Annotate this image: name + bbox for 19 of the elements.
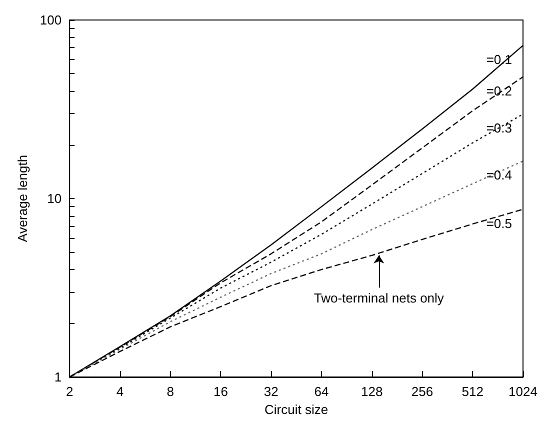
x-tick-label: 64 [314, 384, 329, 399]
x-axis-title: Circuit size [264, 402, 328, 417]
x-tick-label: 512 [462, 384, 484, 399]
x-tick-label: 8 [166, 384, 174, 399]
x-tick-label: 32 [264, 384, 278, 399]
y-tick-label: 100 [40, 12, 62, 28]
y-axis-title: Average length [15, 154, 30, 242]
x-tick-label: 4 [116, 384, 124, 399]
x-tick-label: 2 [66, 384, 74, 399]
annotation: Two-terminal nets only [314, 290, 444, 306]
x-tick-label: 1024 [508, 384, 538, 399]
series-label: =0.5 [486, 216, 512, 231]
x-tick-label: 256 [411, 384, 434, 399]
y-tick-label: 10 [47, 191, 62, 206]
x-tick-label: 128 [361, 384, 383, 399]
x-tick-label: 16 [213, 384, 228, 399]
y-tick-label: 1 [54, 370, 62, 384]
series-label: =0.4 [486, 168, 512, 183]
series-label: =0.3 [486, 120, 512, 136]
